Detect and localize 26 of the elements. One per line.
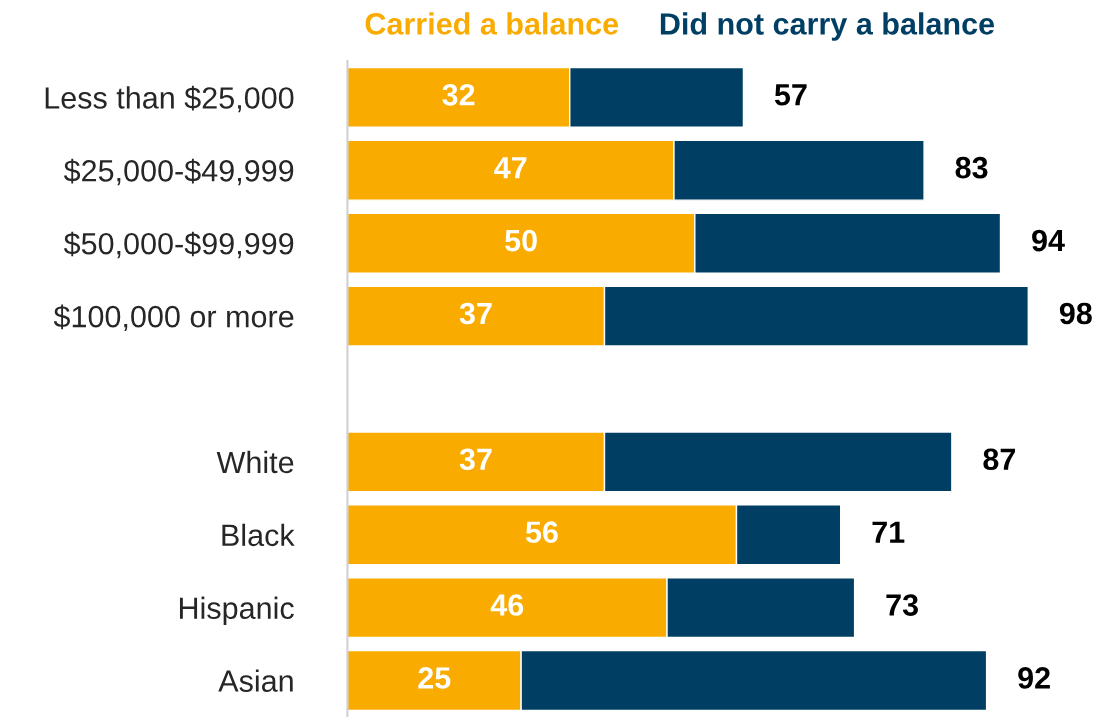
- data-label: 32: [442, 83, 475, 106]
- y-tick-label: Less than $25,000: [45, 85, 294, 113]
- data-label: 46: [490, 594, 524, 616]
- total-label: 73: [886, 594, 918, 616]
- total-label: 57: [774, 84, 807, 106]
- total-label: 98: [1059, 302, 1092, 325]
- data-label: 25: [418, 667, 451, 689]
- series-label: Carried a balance: [365, 12, 619, 35]
- y-tick-label: $25,000-$49,999: [63, 158, 294, 186]
- y-tick-label: $50,000-$99,999: [63, 231, 294, 259]
- y-tick-label: Hispanic: [179, 596, 294, 626]
- total-label: 94: [1032, 229, 1065, 252]
- y-tick-label: Asian: [218, 669, 293, 692]
- y-tick-label: Black: [222, 523, 295, 547]
- total-label: 83: [955, 156, 988, 179]
- series-label: Did not carry a balance: [660, 12, 995, 41]
- data-label: 37: [459, 448, 492, 471]
- total-label: 71: [872, 521, 905, 543]
- y-tick-label: White: [216, 450, 294, 474]
- y-tick-label: $100,000 or more: [53, 304, 294, 332]
- total-label: 87: [983, 448, 1016, 471]
- data-label: 47: [494, 157, 527, 179]
- total-label: 92: [1018, 667, 1050, 689]
- data-label: 50: [505, 229, 537, 252]
- data-label: 37: [459, 302, 492, 325]
- data-label: 56: [525, 521, 558, 543]
